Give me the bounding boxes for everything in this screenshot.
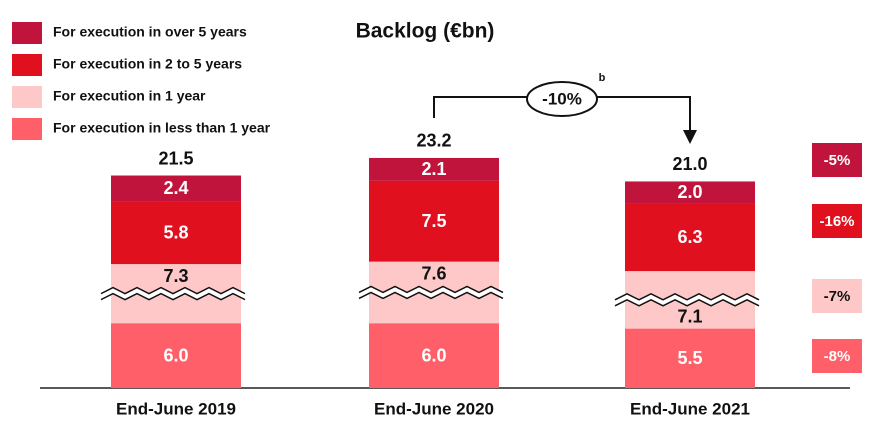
bracket [597, 96, 691, 132]
legend-label: For execution in 2 to 5 years [53, 56, 242, 72]
legend-swatch [12, 86, 42, 108]
change-label: -16% [819, 213, 854, 230]
axis-break [614, 299, 760, 307]
annotation: -10% [542, 89, 582, 108]
bracket [433, 96, 527, 118]
change-label: -7% [824, 288, 851, 305]
footnote: b [599, 72, 606, 84]
total-label: 21.5 [158, 148, 193, 168]
axis-break [100, 292, 246, 301]
bar-segment [625, 203, 755, 272]
legend-label: For execution in 1 year [53, 88, 206, 104]
axis-break [614, 293, 760, 301]
change-box [812, 204, 862, 238]
bar-segment [369, 180, 499, 262]
bar-value-label: 7.6 [421, 263, 446, 283]
axis-break [100, 286, 246, 295]
bar-value-label: 6.0 [421, 345, 446, 365]
bar-segment [625, 328, 755, 388]
bar-value-label: 2.1 [421, 159, 446, 179]
axis-break [358, 291, 504, 300]
bar-segment [111, 175, 241, 202]
bar-value-label: 2.4 [163, 178, 188, 198]
bar-segment [369, 323, 499, 388]
bar-value-label: 7.5 [421, 211, 446, 231]
legend-swatch [12, 22, 42, 44]
bar-value-label: 5.5 [677, 348, 702, 368]
bar-segment [111, 201, 241, 265]
bar-value-label: 6.0 [163, 345, 188, 365]
change-box [812, 339, 862, 373]
legend-label: For execution in less than 1 year [53, 120, 271, 136]
legend-swatch [12, 54, 42, 76]
bar-value-label: 6.3 [677, 227, 702, 247]
bar-value-label: 5.8 [163, 223, 188, 243]
change-box [812, 279, 862, 313]
bar-segment [111, 323, 241, 388]
axis-break [358, 285, 504, 294]
bar-value-label: 2.0 [677, 182, 702, 202]
bar-segment [625, 181, 755, 204]
change-box [812, 143, 862, 177]
bar-value-label: 7.1 [677, 306, 702, 326]
total-label: 23.2 [416, 131, 451, 151]
legend-swatch [12, 118, 42, 140]
bar-segment [369, 157, 499, 181]
x-tick-label: End-June 2019 [116, 399, 236, 418]
chart-title: Backlog (€bn) [356, 20, 495, 43]
x-tick-label: End-June 2020 [374, 399, 494, 418]
change-label: -8% [824, 348, 851, 365]
x-tick-label: End-June 2021 [630, 399, 750, 418]
annotation-oval [526, 81, 598, 117]
change-label: -5% [824, 152, 851, 169]
legend-label: For execution in over 5 years [53, 24, 247, 40]
total-label: 21.0 [672, 154, 707, 174]
bar-value-label: 7.3 [163, 266, 188, 286]
arrow-head [683, 130, 697, 144]
